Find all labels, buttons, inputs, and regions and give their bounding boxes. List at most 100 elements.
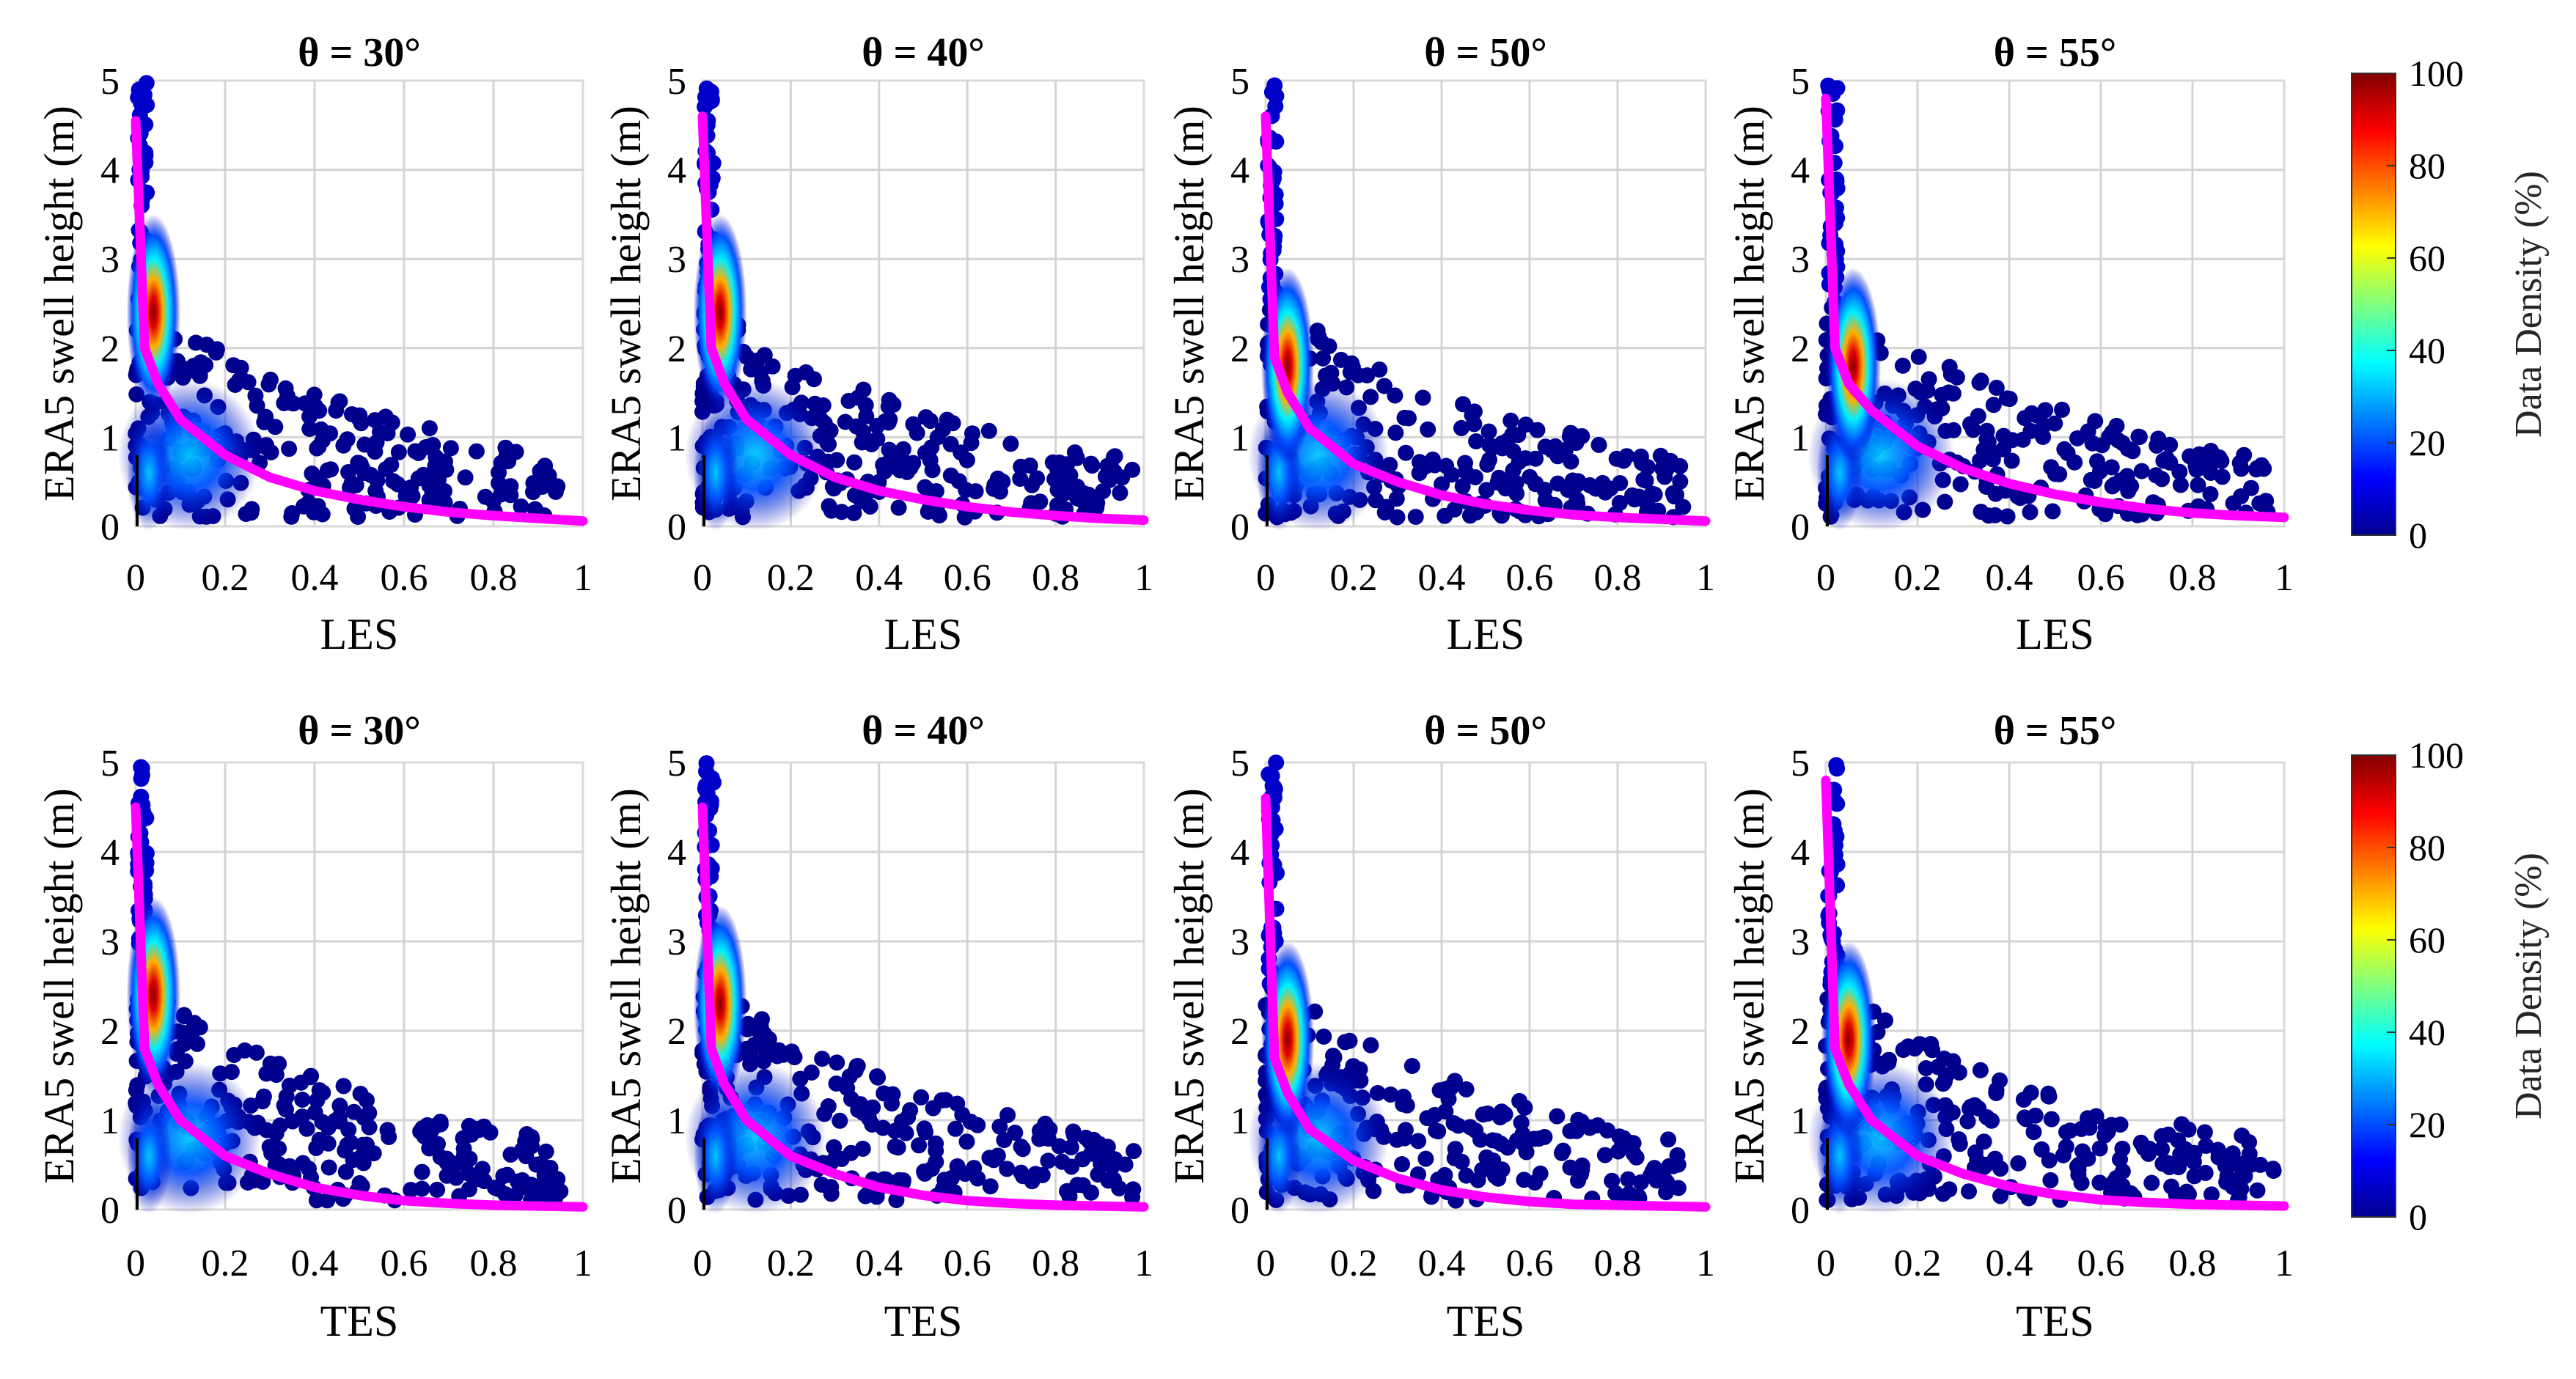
y-tick-label: 2 bbox=[1791, 1011, 1810, 1053]
x-tick-label: 0.4 bbox=[291, 1243, 339, 1284]
scatter-point bbox=[942, 467, 959, 484]
scatter-point bbox=[1988, 1081, 2005, 1098]
scatter-point bbox=[869, 1068, 885, 1085]
scatter-point bbox=[1397, 1122, 1414, 1139]
scatter-point bbox=[1981, 507, 1997, 524]
scatter-point bbox=[1573, 1166, 1589, 1183]
scatter-point bbox=[138, 809, 155, 826]
scatter-point bbox=[1920, 371, 1937, 388]
scatter-point bbox=[335, 1078, 352, 1095]
scatter-point bbox=[1952, 476, 1969, 493]
scatter-point bbox=[2081, 1119, 2098, 1136]
scatter-point bbox=[2148, 437, 2165, 454]
colorbar-tick-label: 100 bbox=[2409, 53, 2464, 94]
scatter-point bbox=[1975, 441, 1992, 458]
scatter-point bbox=[513, 498, 529, 515]
scatter-point bbox=[1124, 461, 1141, 478]
scatter-point bbox=[414, 1163, 430, 1180]
scatter-point bbox=[2214, 468, 2231, 485]
scatter-point bbox=[255, 1088, 272, 1105]
x-tick-label: 0 bbox=[1256, 557, 1275, 599]
scatter-point bbox=[232, 370, 249, 387]
y-axis-label: ERA5 swell height (m) bbox=[1165, 788, 1213, 1184]
y-tick-label: 0 bbox=[1791, 1190, 1810, 1232]
colorbar-gradient bbox=[2351, 754, 2396, 1218]
scatter-point bbox=[861, 1110, 878, 1127]
scatter-point bbox=[1343, 355, 1360, 372]
scatter-point bbox=[1454, 478, 1471, 495]
scatter-point bbox=[1398, 1097, 1415, 1114]
x-tick-label: 0.2 bbox=[202, 1243, 249, 1284]
x-axis-label: TES bbox=[1447, 1297, 1525, 1345]
scatter-point bbox=[1656, 455, 1673, 471]
y-tick-label: 0 bbox=[667, 507, 686, 548]
scatter-point bbox=[1083, 1184, 1099, 1201]
subplot-7: 0 0.2 0.4 0.6 0.8 1 0 1 2 3 4 5 θ = 50° TES ERA5 swell… bbox=[1165, 708, 1715, 1345]
y-tick-label: 3 bbox=[1791, 239, 1810, 281]
scatter-point bbox=[829, 452, 845, 468]
scatter-point bbox=[2103, 459, 2120, 476]
scatter-point bbox=[1407, 509, 1424, 525]
colorbar-tick-label: 80 bbox=[2409, 145, 2445, 186]
scatter-point bbox=[2256, 460, 2272, 477]
scatter-point bbox=[1051, 1138, 1068, 1155]
fit-curve bbox=[697, 802, 1149, 1212]
scatter-point bbox=[1948, 369, 1965, 386]
scatter-point bbox=[2210, 1149, 2227, 1166]
scatter-point bbox=[888, 1192, 905, 1208]
scatter-point bbox=[1666, 488, 1683, 505]
y-axis-label: ERA5 swell height (m) bbox=[1165, 106, 1213, 501]
scatter-point bbox=[2203, 443, 2220, 459]
scatter-point bbox=[2197, 1164, 2214, 1181]
scatter-point bbox=[1002, 435, 1019, 452]
x-tick-label: 0.4 bbox=[1418, 557, 1466, 599]
scatter-point bbox=[400, 426, 417, 443]
scatter-point bbox=[432, 1116, 449, 1133]
scatter-point bbox=[1618, 448, 1635, 465]
scatter-point bbox=[283, 508, 300, 525]
x-tick-label: 0.4 bbox=[855, 557, 903, 599]
scatter-point bbox=[432, 1149, 449, 1166]
scatter-point bbox=[847, 1062, 864, 1079]
subplot-title: θ = 55° bbox=[1994, 708, 2117, 754]
scatter-point bbox=[2103, 1117, 2120, 1133]
scatter-point bbox=[345, 1103, 362, 1120]
scatter-point bbox=[307, 398, 323, 415]
scatter-point bbox=[1054, 1153, 1071, 1170]
x-tick-label: 0 bbox=[1816, 1243, 1835, 1284]
scatter-point bbox=[1672, 473, 1689, 490]
scatter-point bbox=[982, 1178, 999, 1195]
subplot-title: θ = 55° bbox=[1994, 30, 2117, 76]
y-axis-label: ERA5 swell height (m) bbox=[602, 788, 650, 1184]
scatter-point bbox=[991, 1118, 1008, 1135]
x-tick-label: 0.4 bbox=[291, 557, 339, 599]
y-tick-label: 3 bbox=[1230, 922, 1250, 963]
subplot-title: θ = 50° bbox=[1424, 708, 1547, 754]
scatter-point bbox=[525, 474, 542, 491]
scatter-point bbox=[308, 1192, 325, 1209]
subplot-2: 0 0.2 0.4 0.6 0.8 1 0 1 2 3 4 5 θ = 40° LES ERA5 swell… bbox=[602, 30, 1153, 658]
scatter-point bbox=[361, 1105, 378, 1122]
scatter-point bbox=[2055, 1147, 2072, 1163]
scatter-point bbox=[460, 1181, 477, 1198]
scatter-point bbox=[697, 98, 713, 115]
scatter-point bbox=[2118, 468, 2135, 485]
scatter-point bbox=[331, 1097, 348, 1114]
scatter-point bbox=[2249, 1182, 2266, 1199]
scatter-point bbox=[826, 1150, 843, 1167]
scatter-point bbox=[1972, 1062, 1989, 1078]
scatter-point bbox=[368, 434, 385, 451]
scatter-point bbox=[1978, 422, 1995, 439]
scatter-point bbox=[2001, 391, 2018, 408]
y-tick-label: 0 bbox=[1230, 507, 1250, 548]
scatter-point bbox=[803, 1064, 820, 1081]
scatter-point bbox=[1829, 760, 1846, 777]
scatter-point bbox=[2015, 1092, 2032, 1108]
y-tick-label: 1 bbox=[667, 417, 686, 459]
scatter-point bbox=[535, 1175, 551, 1192]
x-tick-label: 0 bbox=[126, 1243, 145, 1284]
scatter-point bbox=[1420, 421, 1436, 438]
scatter-point bbox=[2162, 436, 2179, 453]
density-low bbox=[126, 1097, 172, 1215]
scatter-point bbox=[331, 1109, 348, 1125]
